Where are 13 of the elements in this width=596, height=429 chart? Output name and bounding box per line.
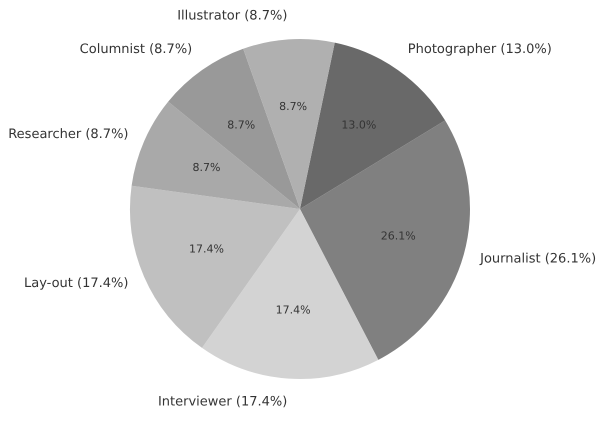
data-label: 26.1%: [380, 229, 416, 242]
slice-label: Lay-out (17.4%): [24, 276, 128, 291]
slice-label: Interviewer (17.4%): [158, 394, 288, 410]
slice-label: Columnist (8.7%): [80, 42, 192, 58]
data-label: 17.4%: [276, 304, 311, 317]
slice-label: Journalist (26.1%): [479, 252, 596, 267]
slice-label: Researcher (8.7%): [8, 126, 129, 142]
data-label: 8.7%: [192, 161, 220, 174]
data-label: 17.4%: [188, 242, 224, 256]
data-label: 8.7%: [279, 100, 308, 114]
slice-label: Illustrator (8.7%): [177, 8, 288, 24]
data-label: 8.7%: [227, 118, 256, 132]
slice-label: Photographer (13.0%): [408, 42, 552, 58]
